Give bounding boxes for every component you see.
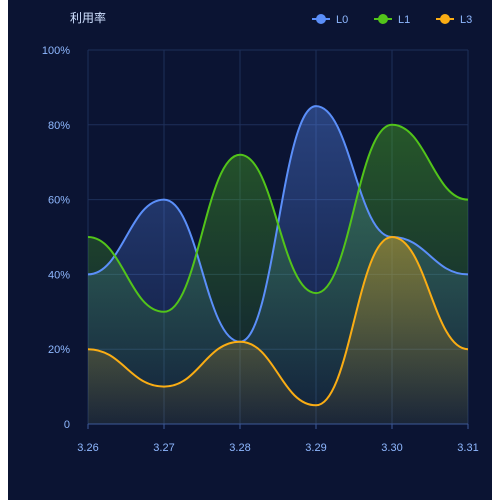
legend: L0 L1 L3 [312,14,472,26]
legend-label: L3 [460,14,472,26]
x-tick-label: 3.30 [381,442,402,454]
x-tick-label: 3.26 [77,442,98,454]
legend-marker [378,14,388,24]
x-tick-label: 3.29 [305,442,326,454]
y-axis-title: 利用率 [70,10,106,25]
legend-label: L1 [398,14,410,26]
legend-marker [316,14,326,24]
y-tick-label: 20% [48,344,70,356]
series-lines [87,105,469,407]
area-l3 [88,237,468,424]
legend-item-l0[interactable]: L0 [312,14,348,26]
x-tick-label: 3.31 [457,442,478,454]
y-tick-label: 60% [48,195,70,207]
x-tick-label: 3.27 [153,442,174,454]
legend-marker [440,14,450,24]
series-line-l3 [87,235,469,407]
legend-label: L0 [336,14,348,26]
x-tick-label: 3.28 [229,442,250,454]
series-line-l1 [87,123,469,313]
legend-item-l1[interactable]: L1 [374,14,410,26]
y-tick-label: 100% [42,45,70,57]
y-tick-label: 0 [64,419,70,431]
y-tick-label: 80% [48,120,70,132]
axes: 0 20% 40% 60% 80% 100% 3.26 3.27 3.28 3.29 3.30 3.3… [42,45,479,454]
legend-item-l3[interactable]: L3 [436,14,472,26]
area-fills [88,106,468,424]
y-tick-label: 40% [48,269,70,281]
